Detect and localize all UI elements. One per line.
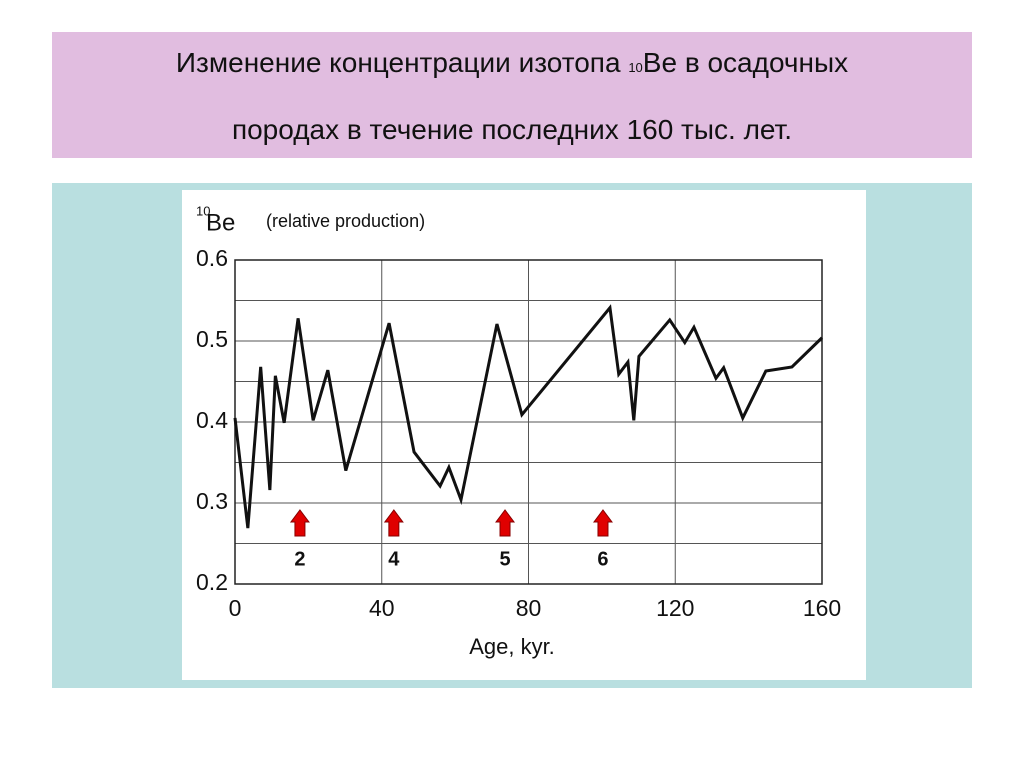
x-axis-label: Age, kyr. xyxy=(469,634,555,659)
event-arrow xyxy=(495,509,516,537)
event-arrow xyxy=(289,509,310,537)
x-tick-label: 40 xyxy=(369,595,395,621)
title-line: породах в течение последних 160 тыс. лет… xyxy=(231,114,793,145)
x-tick-label: 120 xyxy=(656,595,694,621)
x-tick-label: 0 xyxy=(229,595,242,621)
slide-title: Изменение концентрации изотопа 10Be в ос… xyxy=(52,32,972,158)
event-label: 2 xyxy=(294,548,305,570)
event-label: 5 xyxy=(499,548,510,570)
y-axis-label-superscript: 10 xyxy=(196,203,210,218)
y-tick-label: 0.6 xyxy=(196,245,228,271)
y-axis-label-text: (relative production) xyxy=(266,211,425,231)
y-tick-label: 0.4 xyxy=(196,407,228,433)
title-line: Изменение концентрации изотопа 10Be в ос… xyxy=(52,32,972,99)
event-arrow xyxy=(592,509,613,537)
y-tick-label: 0.3 xyxy=(196,488,228,514)
data-line xyxy=(233,304,824,529)
title-subscript: 10 xyxy=(628,60,643,75)
event-arrow xyxy=(383,509,404,537)
title-text: Be в осадочных xyxy=(642,47,849,78)
y-tick-label: 0.5 xyxy=(196,326,228,352)
title-text: Изменение концентрации изотопа xyxy=(175,47,621,78)
x-tick-label: 160 xyxy=(803,595,841,621)
y-tick-label: 0.2 xyxy=(196,569,228,595)
x-tick-label: 80 xyxy=(516,595,542,621)
chart-background xyxy=(182,190,866,680)
y-axis-label-main: Be xyxy=(206,209,235,236)
event-label: 4 xyxy=(388,548,400,570)
event-label: 6 xyxy=(597,548,608,570)
